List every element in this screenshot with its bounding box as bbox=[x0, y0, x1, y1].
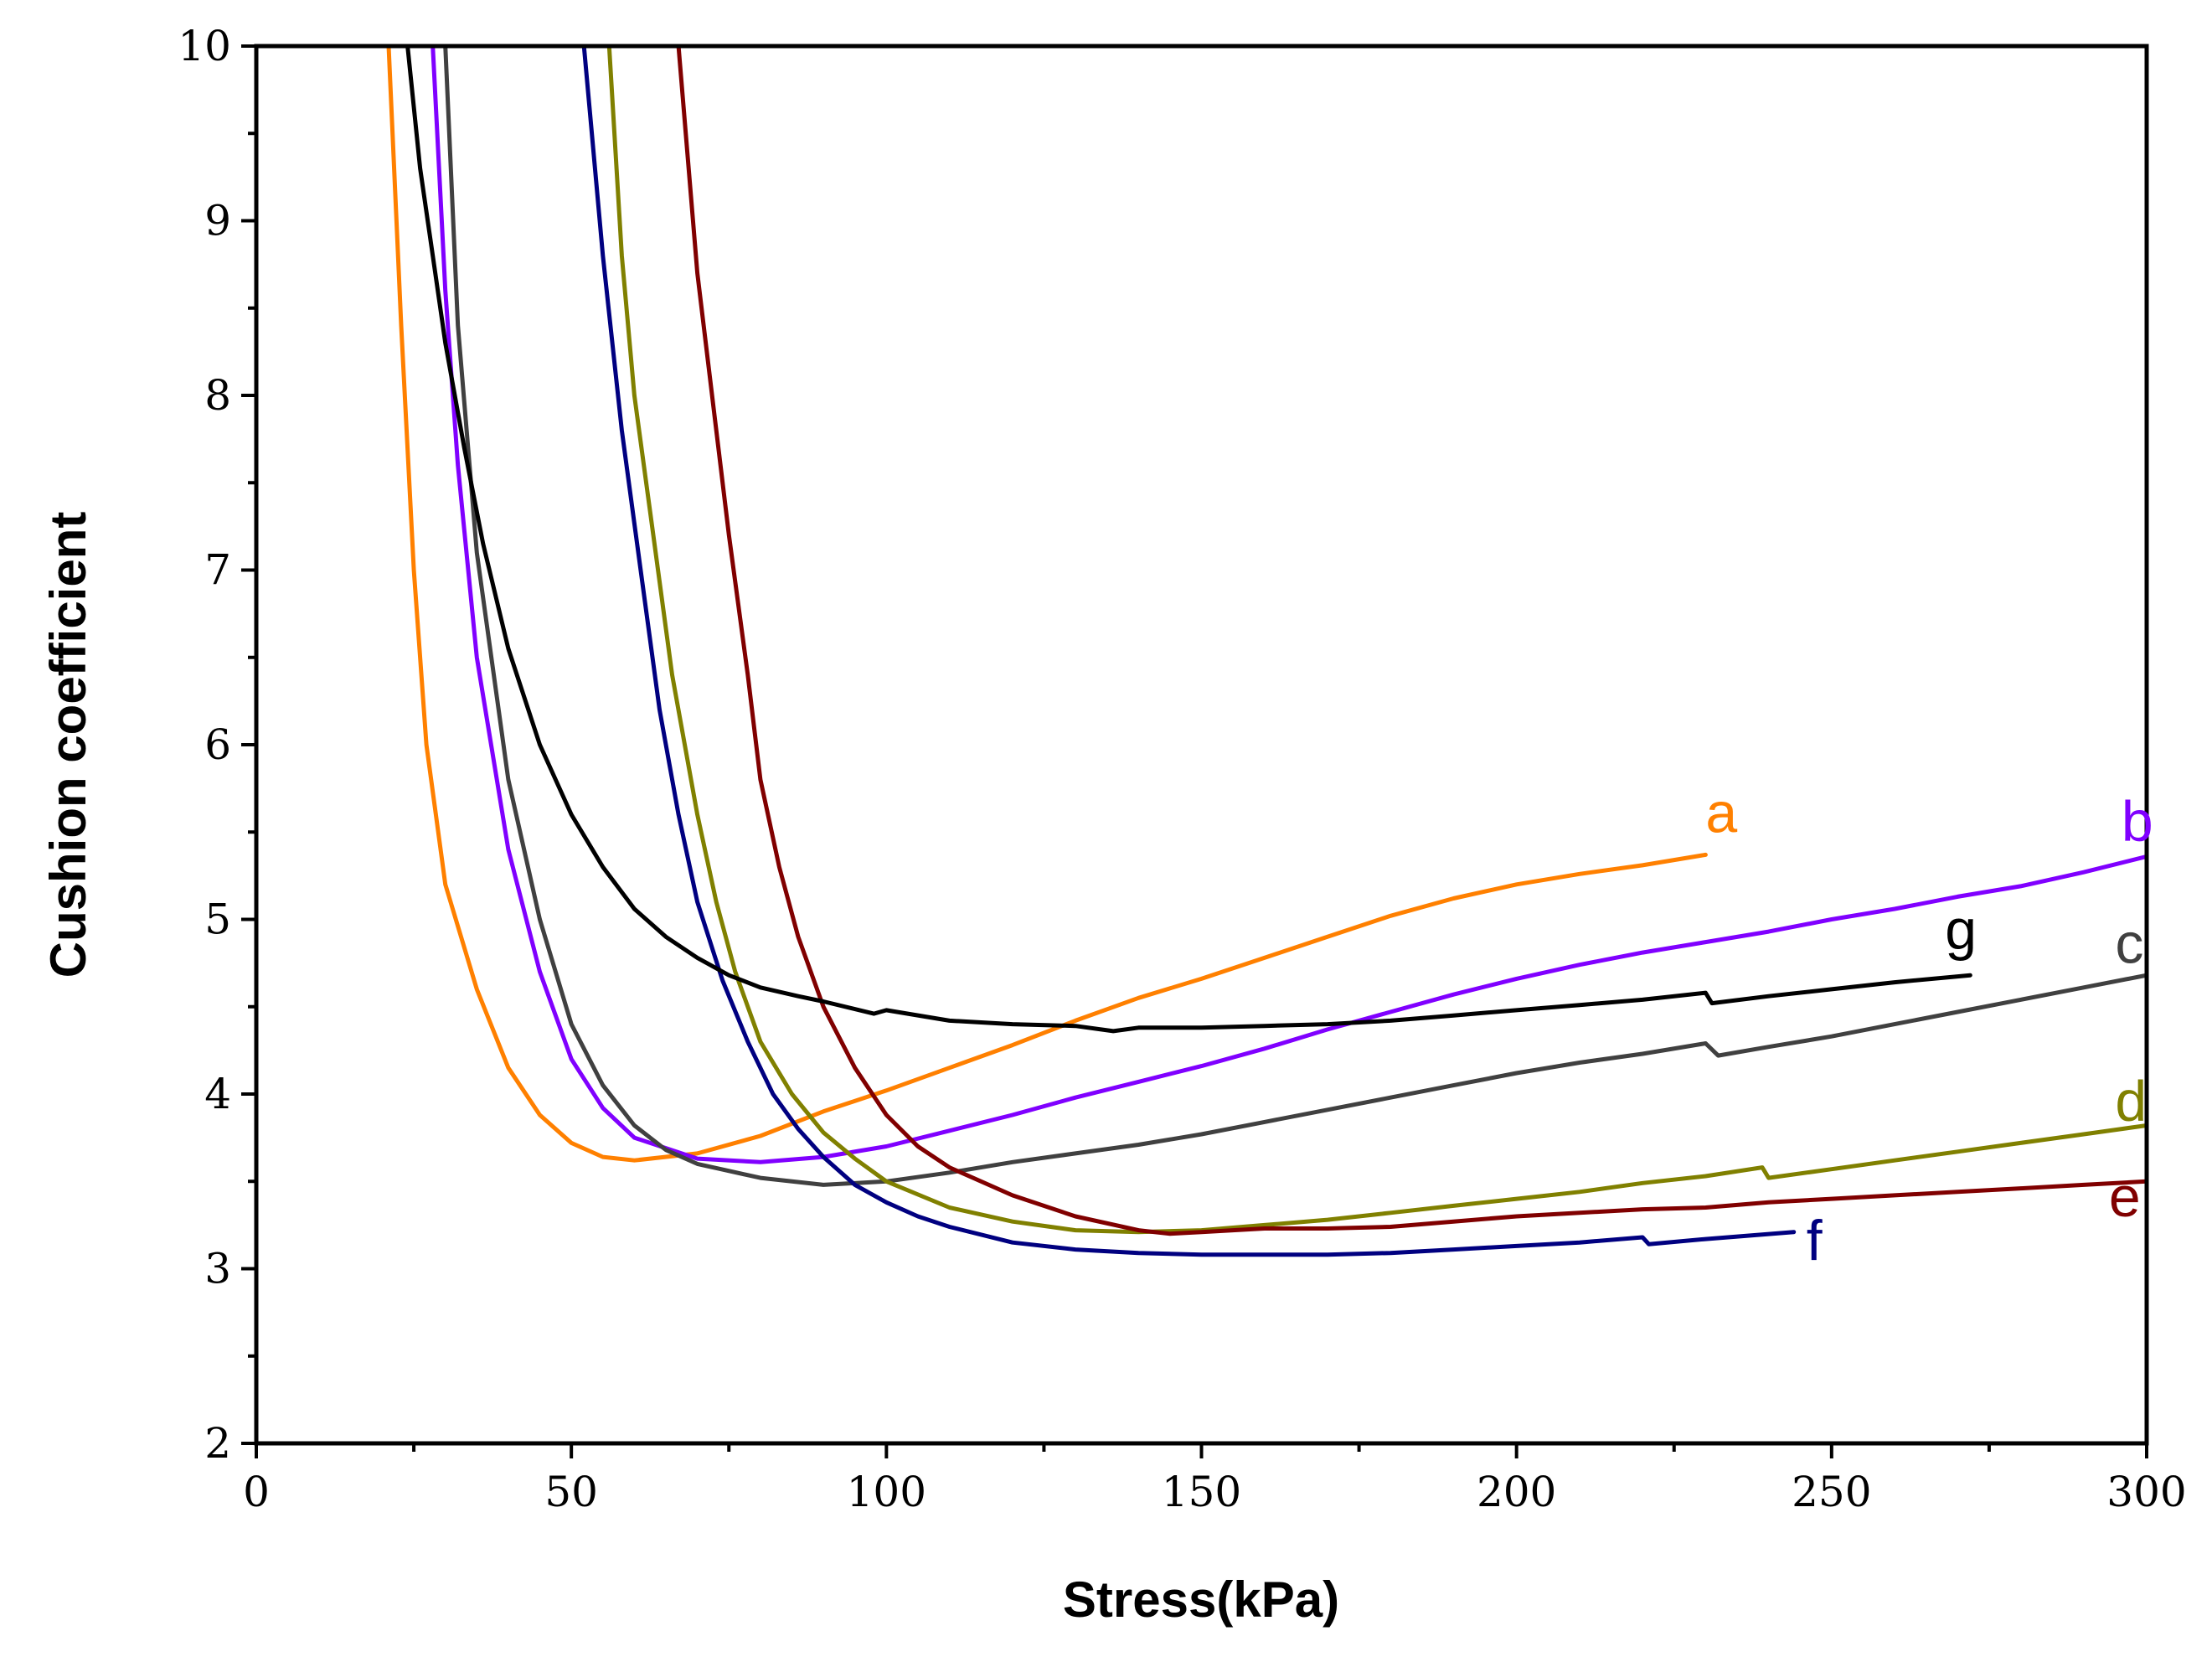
x-tick-label: 150 bbox=[1162, 1468, 1241, 1516]
series-label-a: a bbox=[1705, 781, 1737, 844]
x-tick-label: 50 bbox=[544, 1468, 598, 1516]
y-tick-label: 4 bbox=[204, 1070, 231, 1118]
y-axis-title: Cushion coefficient bbox=[40, 512, 96, 978]
x-tick-label: 250 bbox=[1792, 1468, 1871, 1516]
x-tick-label: 100 bbox=[847, 1468, 926, 1516]
y-tick-label: 8 bbox=[204, 371, 231, 420]
x-axis-title: Stress(kPa) bbox=[1063, 1572, 1339, 1628]
series-label-b: b bbox=[2122, 790, 2153, 854]
x-tick-label: 0 bbox=[243, 1468, 270, 1516]
series-layer bbox=[386, 46, 2147, 1257]
series-labels: a bc de f g bbox=[1705, 781, 2153, 1272]
series-line-e bbox=[676, 46, 2147, 1236]
series-label-e: e bbox=[2109, 1165, 2141, 1229]
series-line-a bbox=[386, 46, 1708, 1163]
series-line-b bbox=[431, 46, 2147, 1164]
series-line-f bbox=[581, 46, 1797, 1257]
x-tick-label: 200 bbox=[1477, 1468, 1556, 1516]
y-tick-label: 10 bbox=[178, 22, 231, 70]
y-tick-label: 3 bbox=[204, 1245, 231, 1293]
y-tick-label: 6 bbox=[204, 720, 231, 769]
series-label-c: c bbox=[2115, 912, 2143, 976]
series-label-f: f bbox=[1807, 1209, 1823, 1272]
y-tick-label: 7 bbox=[204, 546, 231, 595]
y-tick-label: 5 bbox=[204, 896, 231, 944]
series-label-d: d bbox=[2115, 1069, 2147, 1133]
series-line-g bbox=[405, 46, 1972, 1034]
ticks-layer: 0 50 100 150 200 250 300 2 3 4 5 6 7 8 9 10 bbox=[178, 22, 2186, 1516]
x-tick-label: 300 bbox=[2106, 1468, 2186, 1516]
y-tick-label: 2 bbox=[204, 1419, 231, 1468]
series-line-d bbox=[606, 46, 2147, 1235]
y-tick-label: 9 bbox=[204, 197, 231, 245]
series-line-c bbox=[443, 46, 2147, 1187]
series-label-g: g bbox=[1945, 898, 1977, 962]
